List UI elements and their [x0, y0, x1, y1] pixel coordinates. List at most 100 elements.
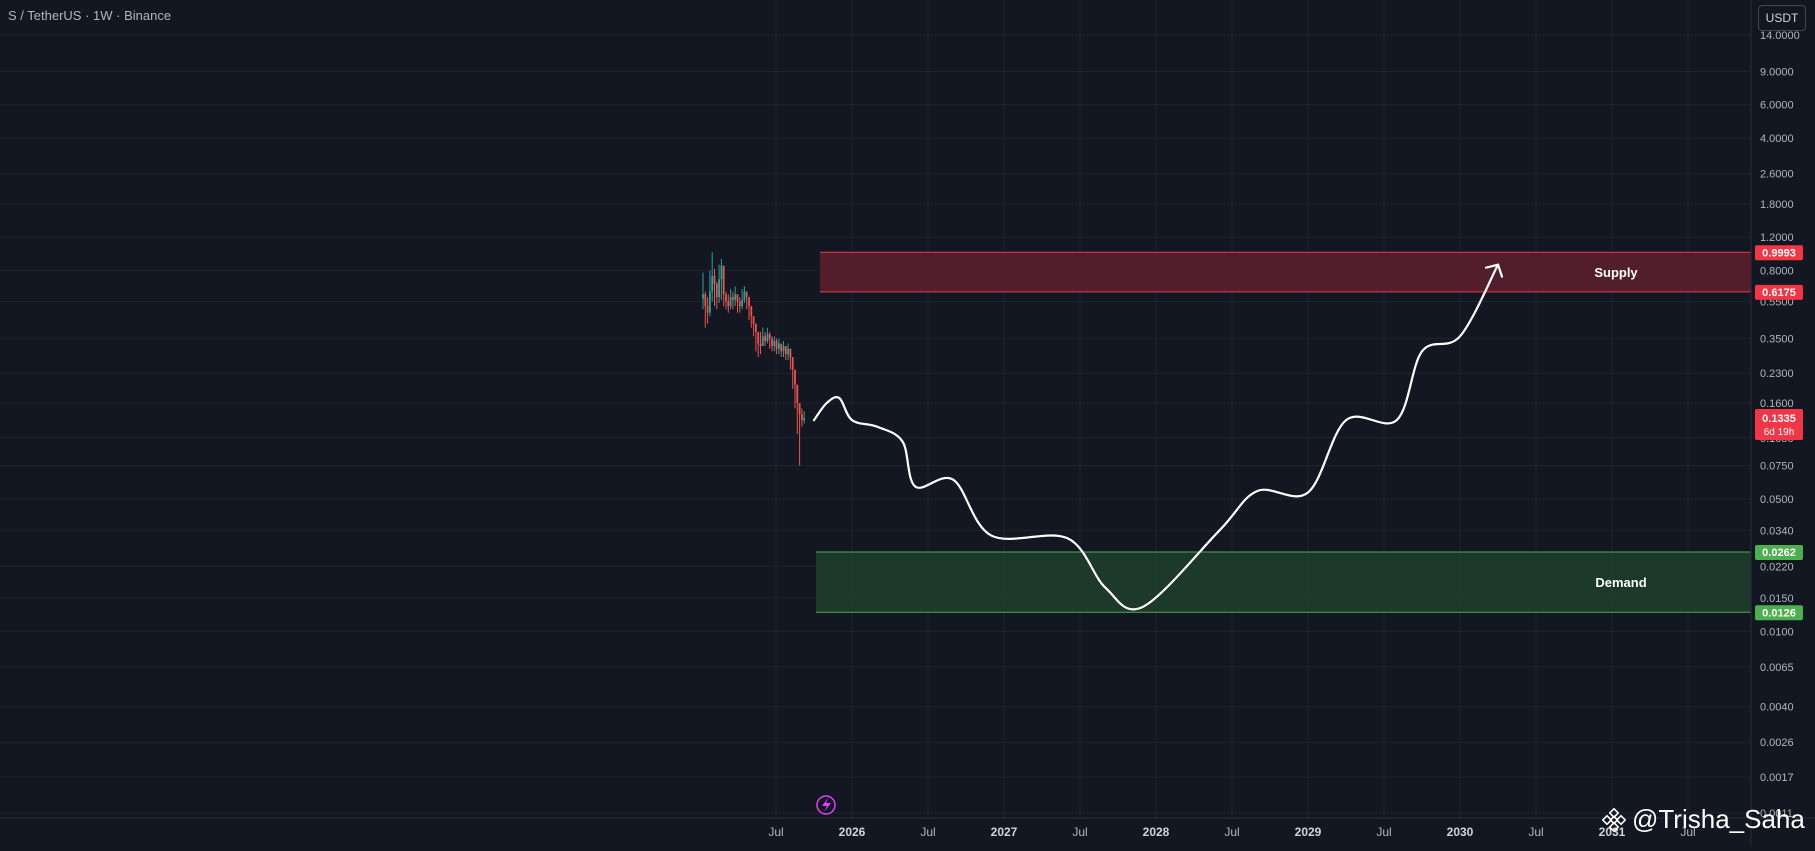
demand-zone — [816, 552, 1751, 613]
x-tick-label: 2029 — [1295, 825, 1322, 839]
candle-body — [702, 294, 704, 299]
y-tick-label: 0.0340 — [1760, 526, 1794, 538]
y-tick-label: 1.2000 — [1760, 232, 1794, 244]
candle-body — [764, 336, 766, 342]
candle-body — [711, 275, 714, 292]
candle-body — [745, 291, 748, 298]
y-tick-label: 0.1600 — [1760, 398, 1794, 410]
candle-body — [766, 334, 769, 342]
y-tick-label: 0.3500 — [1760, 334, 1794, 346]
x-tick-label: Jul — [1528, 825, 1543, 839]
x-tick-label: 2027 — [991, 825, 1018, 839]
y-tick-label: 9.0000 — [1760, 66, 1794, 78]
currency-button[interactable]: USDT — [1758, 5, 1806, 31]
y-tick-label: 0.8000 — [1760, 266, 1794, 278]
candle-body — [725, 294, 727, 302]
candle-body — [791, 357, 794, 370]
x-tick-label: 2028 — [1143, 825, 1170, 839]
supply-zone — [820, 252, 1751, 292]
candle-body — [755, 323, 757, 332]
candle-body — [743, 291, 746, 300]
candle-body — [803, 417, 806, 421]
candle-body — [757, 331, 760, 344]
grid-lines — [0, 0, 1751, 818]
candle-body — [732, 297, 734, 300]
x-tick-label: 2026 — [839, 825, 866, 839]
lightning-bolt — [822, 798, 831, 812]
candle-body — [773, 341, 776, 347]
watermark-handle: @Trisha_Saha — [1632, 804, 1805, 834]
y-tick-label: 0.0750 — [1760, 460, 1794, 472]
demand-price-label: 0.0126 — [1762, 607, 1796, 619]
candle-body — [729, 297, 732, 307]
lightning-circle — [816, 795, 836, 815]
candle-body — [734, 294, 737, 300]
watermark: @Trisha_Saha — [1602, 804, 1805, 835]
supply-price-label-bg — [1755, 245, 1803, 261]
y-tick-label: 0.2300 — [1760, 368, 1794, 380]
supply-price-label: 0.6175 — [1762, 287, 1796, 299]
candle-body — [741, 299, 743, 307]
candles — [702, 252, 806, 466]
zones: Supply Demand — [816, 251, 1751, 613]
supply-label: Supply — [1594, 265, 1638, 280]
y-tick-label: 0.0500 — [1760, 494, 1794, 506]
candle-body — [718, 279, 720, 298]
candle-body — [715, 283, 718, 298]
candle-body — [738, 301, 741, 307]
last-price-badge — [1755, 408, 1803, 440]
y-tick-label: 0.0150 — [1760, 593, 1794, 605]
projection-path — [812, 263, 1500, 611]
last-price-value: 0.1335 — [1762, 413, 1796, 425]
candle-body — [775, 341, 778, 349]
x-tick-label: 2031 — [1599, 825, 1626, 839]
x-axis[interactable]: Jul 2026 Jul 2027 Jul 2028 Jul 2029 Jul 2030 Jul 20… — [0, 817, 1815, 839]
candle-body — [780, 343, 783, 352]
y-axis[interactable]: 14.0000 9.0000 6.0000 4.0000 2.6000 1.8000 1.2… — [1750, 0, 1800, 846]
candle-body — [778, 343, 780, 349]
y-tick-label: 6.0000 — [1760, 100, 1794, 112]
x-tick-label: Jul — [920, 825, 935, 839]
supply-price-label-bg — [1755, 284, 1803, 300]
candle-body — [709, 291, 711, 313]
candle-body — [759, 343, 762, 347]
y-tick-label: 0.0040 — [1760, 702, 1794, 714]
candle-body — [798, 403, 801, 415]
candle-body — [784, 346, 787, 355]
y-tick-label: 0.0011 — [1760, 808, 1793, 820]
candle-body — [704, 294, 707, 307]
demand-label: Demand — [1595, 575, 1646, 590]
y-tick-label: 4.0000 — [1760, 133, 1794, 145]
candle-body — [761, 336, 764, 347]
x-tick-label: Jul — [1376, 825, 1391, 839]
demand-price-label-bg — [1755, 545, 1803, 561]
demand-price-label-bg — [1755, 605, 1803, 621]
candle-body — [722, 265, 725, 295]
candle-body — [768, 334, 771, 339]
candle-body — [752, 316, 755, 324]
y-tick-label: 0.0017 — [1760, 772, 1794, 784]
candle-body — [771, 338, 773, 347]
projection-arrow-icon — [1484, 263, 1504, 278]
candle-body — [706, 306, 709, 313]
candle-body — [750, 306, 753, 317]
candle-body — [787, 348, 789, 355]
symbol-title[interactable]: S / TetherUS · 1W · Binance — [8, 8, 172, 23]
price-labels: 0.9993 0.6175 0.0262 0.0126 0.1335 6d 19h — [1755, 245, 1803, 621]
y-tick-label: 0.0026 — [1760, 737, 1794, 749]
candle-body — [782, 346, 785, 352]
candle-body — [789, 348, 792, 358]
x-tick-label: Jul — [1224, 825, 1239, 839]
lightning-icon[interactable] — [816, 795, 836, 815]
demand-price-label: 0.0262 — [1762, 547, 1796, 559]
candle-body — [748, 297, 750, 307]
y-tick-label: 0.0100 — [1760, 626, 1794, 638]
candle-body — [736, 294, 739, 302]
y-tick-label: 0.0220 — [1760, 561, 1794, 573]
last-price-countdown: 6d 19h — [1764, 427, 1795, 438]
candle-body — [794, 369, 796, 385]
candle-body — [727, 301, 730, 307]
x-tick-label: Jul — [768, 825, 783, 839]
